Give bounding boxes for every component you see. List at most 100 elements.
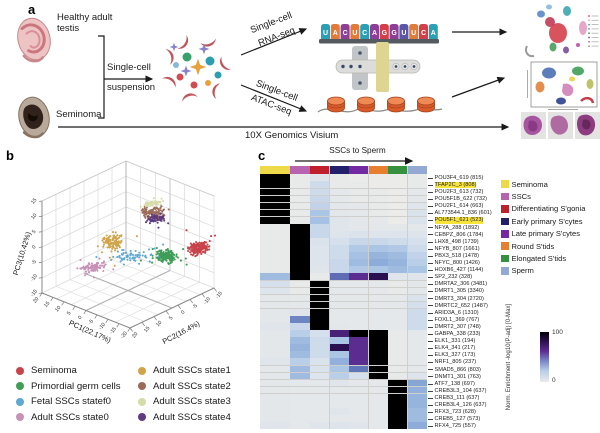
heatmap-cell <box>290 400 310 408</box>
row-label-text: POU5F1_621 (523) <box>434 217 484 224</box>
heatmap-cell <box>388 308 408 316</box>
heatmap-cell <box>349 323 369 330</box>
heatmap-cell <box>407 301 428 309</box>
heatmap-cell <box>329 231 349 238</box>
scatter-cluster-adult-sscs-state4 <box>144 212 170 229</box>
heatmap-cell <box>349 308 369 316</box>
row-tick-dash <box>428 284 433 285</box>
heatmap-cell <box>290 351 310 359</box>
heatmap-cell <box>349 386 369 394</box>
axis-tick-label: -15 <box>215 290 224 300</box>
axis-tick-label: 0 <box>77 315 84 321</box>
heatmap-cell <box>407 223 428 231</box>
heatmap-cell <box>290 252 310 259</box>
row-tick-dash <box>428 184 433 186</box>
visium-label: 10X Genomics Visium <box>245 130 339 141</box>
heatmap-legend-label: Elongated S'tids <box>511 254 567 264</box>
seminoma-label: Seminoma <box>56 109 102 120</box>
heatmap-cell <box>260 358 290 366</box>
heatmap-cell <box>309 188 330 196</box>
heatmap-cell <box>290 407 310 415</box>
heatmap-cell <box>368 238 388 245</box>
heatmap-cell <box>407 188 428 196</box>
heatmap-cell <box>368 202 388 210</box>
row-tick-dash <box>428 213 433 214</box>
pca-legend-item: Seminoma <box>16 365 121 376</box>
heatmap-cell <box>309 315 330 323</box>
heatmap-cell <box>260 415 290 422</box>
heatmap-row-label: ELK3_327 (173) <box>428 352 475 359</box>
heatmap-row-label: NRF1_805 (237) <box>428 359 476 366</box>
heatmap-cell <box>260 393 290 401</box>
row-label-text: RFX4_725 (557) <box>434 423 476 430</box>
heatmap-cell <box>368 301 388 309</box>
heatmap-cell <box>309 181 330 189</box>
heatmap-row-label: CREB5_127 (573) <box>428 416 480 423</box>
row-tick-dash <box>428 397 433 399</box>
rna-base-letter: U <box>352 30 357 37</box>
heatmap-cell <box>260 195 290 203</box>
heatmap-cell <box>368 365 388 373</box>
heatmap-cell <box>309 209 330 217</box>
heatmap-cell <box>368 252 388 259</box>
heatmap-cell <box>407 195 428 203</box>
heatmap-cell <box>260 238 290 245</box>
heatmap-cell <box>290 273 310 281</box>
heatmap-cell <box>388 252 408 259</box>
heatmap-cell <box>329 216 349 224</box>
heatmap-cell <box>309 422 330 429</box>
heatmap-cell <box>388 323 408 330</box>
heatmap-row-label: HOXB6_427 (1144) <box>428 267 483 274</box>
legend-dot-icon <box>138 413 146 422</box>
heatmap-cell <box>407 280 428 288</box>
heatmap-row-labels: POU3F4_619 (815) TFAP2C_3 (808) POU2F3_613… <box>428 0 518 433</box>
heatmap-cell <box>388 415 408 422</box>
heatmap-row-label: RFX4_725 (557) <box>428 423 476 430</box>
heatmap-cell <box>329 259 349 267</box>
heatmap-cell <box>260 301 290 309</box>
heatmap-cell <box>368 344 388 351</box>
heatmap-cell <box>388 174 408 182</box>
heatmap-cell <box>260 400 290 408</box>
heatmap-cell <box>260 273 290 281</box>
axis-tick-label: -10 <box>98 322 107 332</box>
heatmap-cell <box>368 415 388 422</box>
colorbar-min-label: 0 <box>552 377 556 384</box>
heatmap-row-label: CREB3L3_104 (637) <box>428 388 486 395</box>
heatmap-cell <box>309 287 330 295</box>
heatmap-cell <box>388 223 408 231</box>
heatmap-cell <box>349 223 369 231</box>
heatmap-cell <box>349 202 369 210</box>
axis-tick-label: 10 <box>155 320 163 328</box>
heatmap-cell <box>388 245 408 252</box>
row-tick-dash <box>428 298 433 300</box>
heatmap-cell <box>260 216 290 224</box>
row-tick-dash <box>428 340 433 342</box>
row-label-text: PBX3_518 (1478) <box>434 252 479 259</box>
heatmap-cell <box>309 351 330 359</box>
heatmap-cell <box>260 259 290 267</box>
heatmap-row-label: ELK4_341 (217) <box>428 345 475 352</box>
heatmap-cell <box>349 287 369 295</box>
healthy-testis-icon <box>17 17 51 63</box>
heatmap-cell <box>290 315 310 323</box>
heatmap-cell <box>349 209 369 217</box>
heatmap-row-label: POU5F1B_622 (732) <box>428 196 487 203</box>
panel-b-label: b <box>6 148 14 163</box>
heatmap-cell <box>349 358 369 366</box>
heatmap-cell <box>329 400 349 408</box>
axis-tick-label: -15 <box>30 288 39 298</box>
heatmap-row-label: DMRTA2_306 (3481) <box>428 281 487 288</box>
rna-base-letter: U <box>323 30 328 37</box>
microfluidic-chip-icon <box>335 42 421 92</box>
axis-tick-label: -5 <box>30 259 38 266</box>
heatmap-cell <box>309 174 330 182</box>
row-tick-dash <box>428 255 433 257</box>
heatmap-cell <box>290 287 310 295</box>
heatmap-cell <box>329 223 349 231</box>
heatmap-cell <box>309 415 330 422</box>
heatmap-cell <box>368 330 388 337</box>
heatmap-column-header-late-primary-s-cytes <box>349 166 369 174</box>
colorbar-title: Norm. Enrichment -log10(P-adj) [0-Max] <box>506 303 512 411</box>
heatmap-cell <box>290 422 310 429</box>
